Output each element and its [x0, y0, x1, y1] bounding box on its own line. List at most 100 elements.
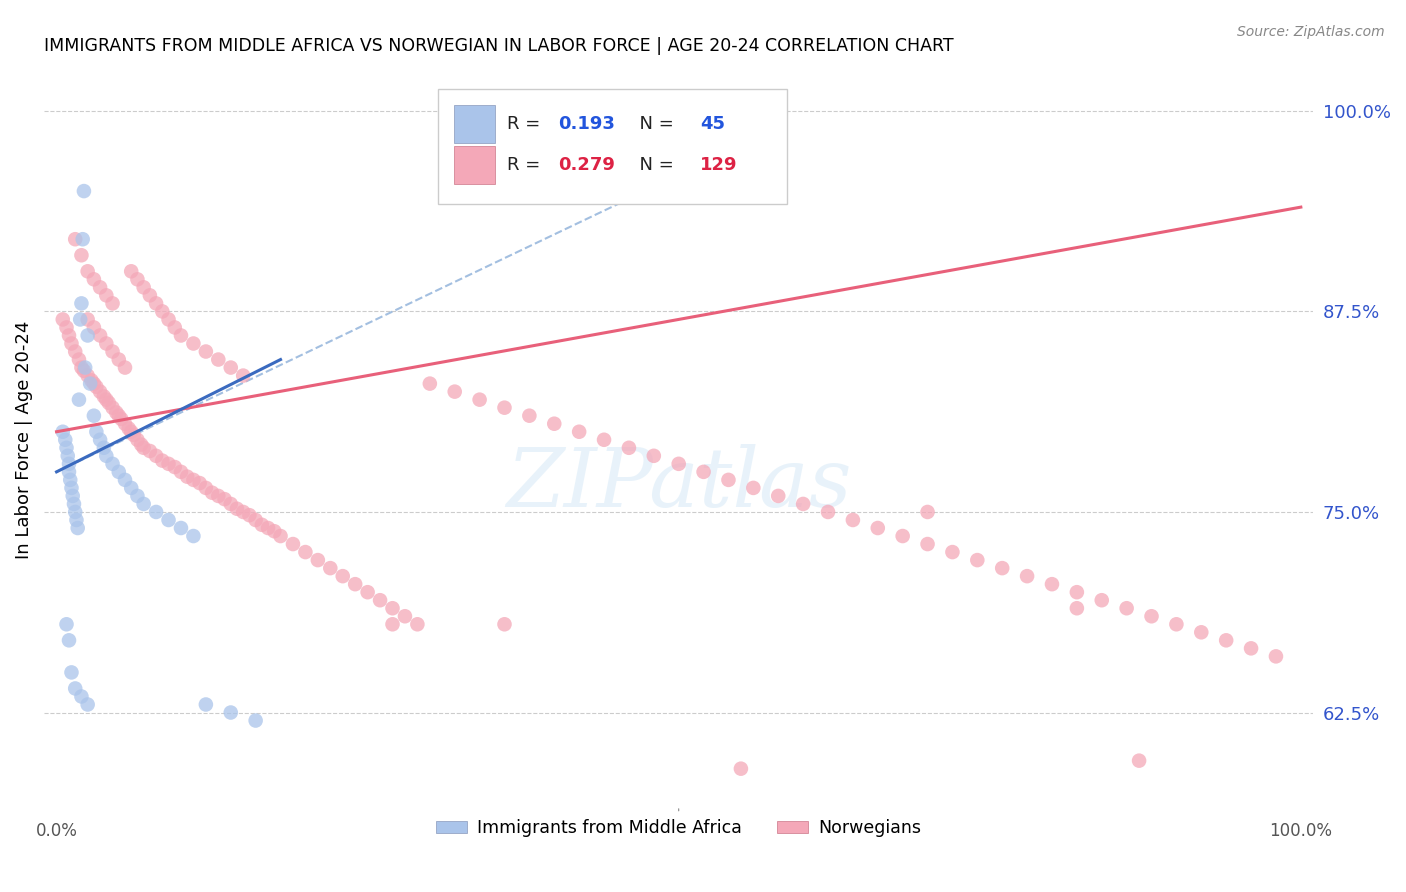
Point	[966, 553, 988, 567]
Point	[730, 762, 752, 776]
Point	[891, 529, 914, 543]
Point	[394, 609, 416, 624]
Point	[56, 449, 79, 463]
Text: R =: R =	[508, 115, 547, 133]
Point	[176, 469, 198, 483]
Point	[58, 457, 80, 471]
Point	[107, 465, 129, 479]
Point	[245, 714, 267, 728]
Point	[76, 264, 98, 278]
Point	[127, 489, 149, 503]
Point	[207, 352, 229, 367]
Point	[89, 280, 111, 294]
Point	[76, 328, 98, 343]
Point	[101, 296, 124, 310]
Point	[97, 396, 120, 410]
Point	[917, 537, 939, 551]
Point	[307, 553, 329, 567]
Point	[114, 473, 136, 487]
Point	[96, 336, 118, 351]
Point	[1215, 633, 1237, 648]
Point	[120, 264, 142, 278]
Point	[668, 457, 690, 471]
Point	[1040, 577, 1063, 591]
Point	[207, 489, 229, 503]
Point	[1265, 649, 1288, 664]
Point	[188, 476, 211, 491]
Point	[419, 376, 441, 391]
Point	[120, 425, 142, 439]
Point	[83, 409, 105, 423]
Point	[717, 473, 740, 487]
Point	[76, 368, 98, 383]
Point	[866, 521, 889, 535]
Point	[194, 481, 217, 495]
Point	[344, 577, 367, 591]
Point	[63, 344, 86, 359]
Text: N =: N =	[628, 115, 679, 133]
Point	[53, 433, 76, 447]
Point	[157, 312, 180, 326]
Point	[89, 384, 111, 399]
Point	[52, 425, 75, 439]
Point	[281, 537, 304, 551]
Point	[1128, 754, 1150, 768]
Point	[132, 280, 155, 294]
Point	[214, 492, 236, 507]
Point	[270, 529, 292, 543]
Point	[1115, 601, 1137, 615]
Point	[163, 320, 186, 334]
Point	[381, 617, 404, 632]
Point	[238, 508, 260, 523]
Point	[494, 401, 516, 415]
Point	[58, 465, 80, 479]
Text: N =: N =	[628, 156, 679, 174]
Text: 45: 45	[700, 115, 725, 133]
Point	[1066, 601, 1088, 615]
Point	[120, 481, 142, 495]
Point	[768, 489, 790, 503]
Point	[643, 449, 665, 463]
Point	[96, 288, 118, 302]
Point	[58, 328, 80, 343]
Point	[93, 389, 115, 403]
Point	[101, 344, 124, 359]
Point	[70, 248, 93, 262]
Point	[792, 497, 814, 511]
Point	[63, 232, 86, 246]
Point	[55, 441, 77, 455]
Point	[55, 617, 77, 632]
Point	[72, 232, 94, 246]
Point	[145, 505, 167, 519]
Point	[991, 561, 1014, 575]
Point	[194, 344, 217, 359]
Point	[145, 296, 167, 310]
Point	[139, 444, 162, 458]
Point	[101, 401, 124, 415]
Point	[356, 585, 378, 599]
Point	[75, 360, 97, 375]
Point	[107, 352, 129, 367]
Point	[86, 425, 108, 439]
FancyBboxPatch shape	[437, 89, 786, 203]
Point	[568, 425, 591, 439]
Point	[150, 453, 173, 467]
Point	[67, 392, 90, 407]
Point	[96, 392, 118, 407]
Point	[219, 497, 242, 511]
Point	[114, 360, 136, 375]
Point	[79, 376, 101, 391]
Point	[63, 681, 86, 696]
Point	[368, 593, 391, 607]
Point	[60, 665, 83, 680]
Point	[69, 312, 91, 326]
Point	[1189, 625, 1212, 640]
Legend: Immigrants from Middle Africa, Norwegians: Immigrants from Middle Africa, Norwegian…	[429, 813, 928, 845]
FancyBboxPatch shape	[454, 146, 495, 185]
Point	[183, 336, 205, 351]
Point	[917, 505, 939, 519]
Point	[194, 698, 217, 712]
Point	[1066, 585, 1088, 599]
Point	[257, 521, 280, 535]
Point	[543, 417, 565, 431]
